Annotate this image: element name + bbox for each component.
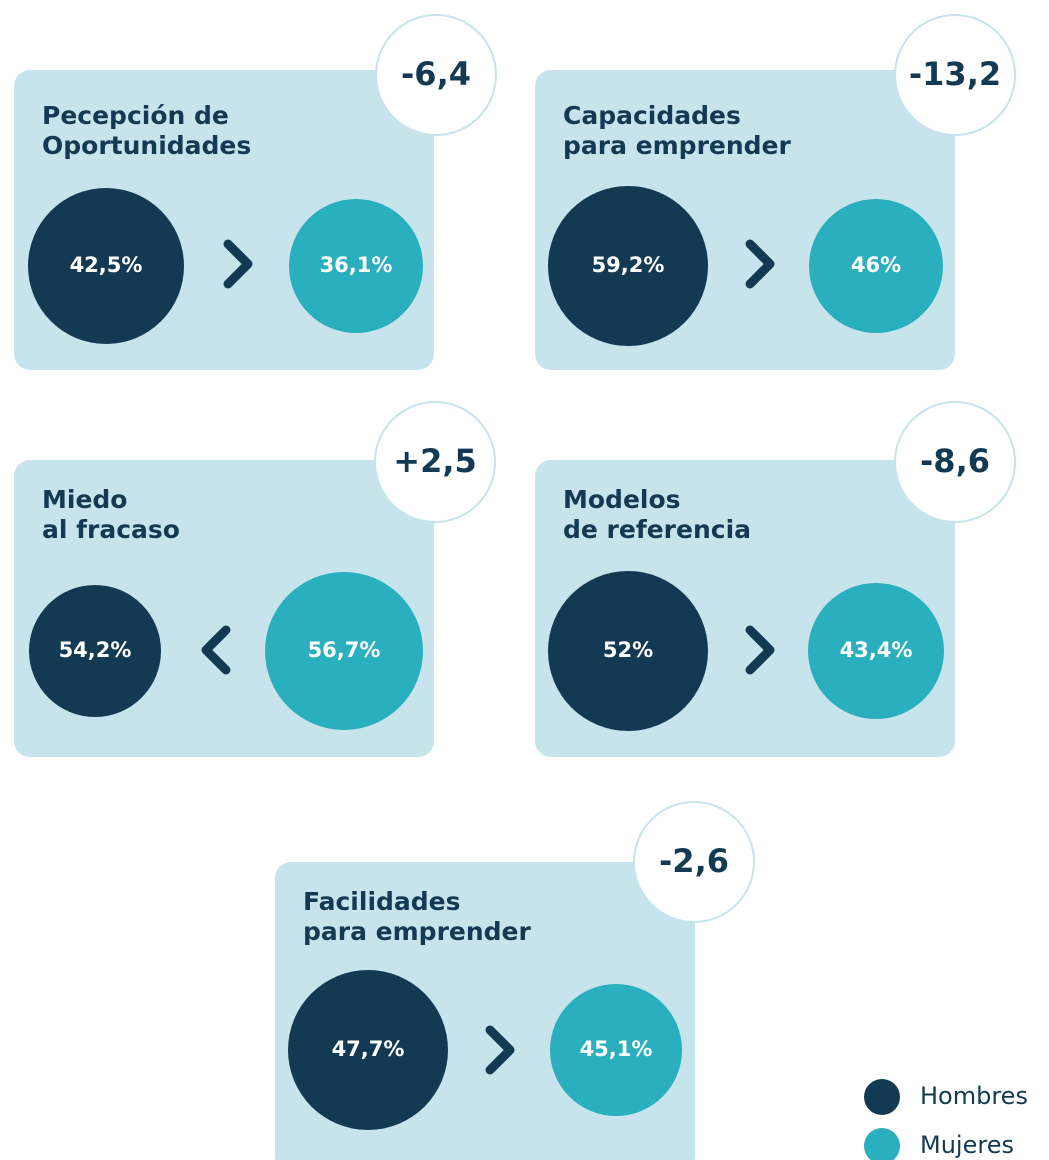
- women-circle: [265, 572, 423, 730]
- men-value: 52%: [603, 638, 653, 662]
- card: -13,2 Capacidades para emprender 59,2% 4…: [535, 14, 1016, 370]
- women-circle: [809, 199, 943, 333]
- card-title: Capacidades: [563, 101, 741, 130]
- card-title: al fracaso: [42, 515, 180, 544]
- chevron: [485, 1025, 515, 1075]
- card-title: de referencia: [563, 515, 751, 544]
- difference: +2,5: [393, 442, 477, 480]
- women-value: 45,1%: [580, 1037, 653, 1061]
- badge: [894, 14, 1016, 136]
- card-title: Modelos: [563, 485, 681, 514]
- card: -2,6 Facilidades para emprender 47,7% 45…: [275, 801, 755, 1160]
- chevron: [745, 625, 775, 675]
- women-value: 56,7%: [308, 638, 381, 662]
- badge: [375, 14, 497, 136]
- legend-label: Mujeres: [920, 1131, 1014, 1159]
- legend-label: Hombres: [920, 1082, 1028, 1110]
- card-title: para emprender: [303, 917, 532, 946]
- legend-swatch: [864, 1128, 900, 1160]
- difference: -13,2: [909, 55, 1001, 93]
- men-value: 42,5%: [70, 253, 143, 277]
- legend-swatch: [864, 1079, 900, 1115]
- women-value: 46%: [851, 253, 901, 277]
- women-circle: [808, 583, 944, 719]
- difference: -2,6: [659, 842, 729, 880]
- card-title: Oportunidades: [42, 131, 251, 160]
- men-circle: [28, 188, 184, 344]
- badge: [894, 401, 1016, 523]
- difference: -8,6: [920, 442, 990, 480]
- men-circle: [288, 970, 448, 1130]
- card-title: Facilidades: [303, 887, 461, 916]
- card: -6,4 Pecepción de Oportunidades 42,5% 36…: [14, 14, 497, 370]
- badge: [374, 401, 496, 523]
- men-value: 59,2%: [592, 253, 665, 277]
- women-circle: [289, 199, 423, 333]
- men-circle: [29, 585, 161, 717]
- card: -8,6 Modelos de referencia 52% 43,4%: [535, 401, 1016, 757]
- card-title: para emprender: [563, 131, 792, 160]
- legend: Hombres Mujeres: [864, 1079, 1028, 1160]
- men-value: 47,7%: [332, 1037, 405, 1061]
- women-circle: [550, 984, 682, 1116]
- difference: -6,4: [401, 55, 471, 93]
- women-value: 43,4%: [840, 638, 913, 662]
- card: +2,5 Miedo al fracaso 54,2% 56,7%: [14, 401, 496, 757]
- chevron: [223, 239, 253, 289]
- men-circle: [548, 186, 708, 346]
- chevron: [201, 625, 231, 675]
- men-circle: [548, 571, 708, 731]
- women-value: 36,1%: [320, 253, 393, 277]
- card-title: Miedo: [42, 485, 127, 514]
- chevron: [745, 239, 775, 289]
- card-title: Pecepción de: [42, 101, 229, 130]
- men-value: 54,2%: [59, 638, 132, 662]
- badge: [633, 801, 755, 923]
